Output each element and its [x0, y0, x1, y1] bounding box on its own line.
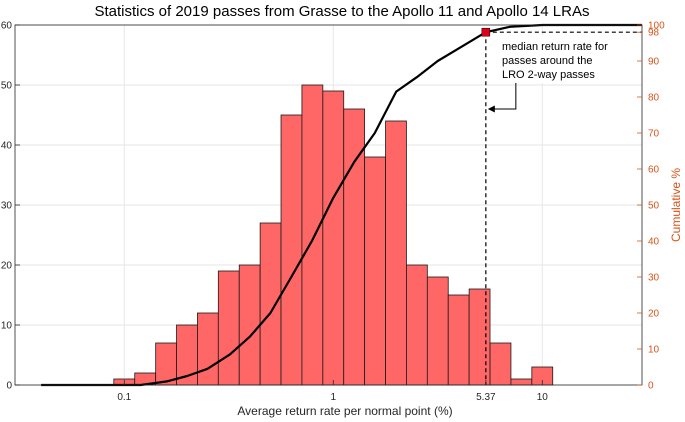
y-right-tick-label: 20	[648, 309, 660, 320]
y-left-axis-ticks: 0 10 20 30 40 50 60	[1, 21, 20, 392]
y-left-tick-label: 50	[1, 81, 13, 92]
x-tick-label: 0.1	[117, 392, 131, 403]
x-tick-label: 1	[331, 392, 337, 403]
histogram-bar	[510, 378, 533, 386]
histogram-bar	[280, 114, 303, 386]
y-right-tick-label: 0	[648, 381, 654, 392]
annotation: median return rate for passes around the…	[487, 35, 628, 113]
histogram-bar	[489, 342, 512, 386]
cumulative-curve-group	[41, 23, 642, 387]
y-left-tick-label: 0	[6, 381, 12, 392]
annotation-arrow-line	[493, 83, 517, 110]
y-left-tick-label: 20	[1, 261, 13, 272]
histogram-bar	[385, 120, 407, 386]
histogram-bar	[364, 156, 386, 386]
y-right-tick-label: 90	[648, 57, 660, 68]
y-right-axis-label: Cumulative %	[669, 168, 683, 242]
annotation-line-3: LRO 2-way passes	[502, 69, 595, 81]
y-right-tick-label: 50	[648, 201, 660, 212]
y-right-tick-label: 100	[648, 21, 665, 32]
cumulative-curve	[41, 23, 642, 387]
y-right-tick-label: 80	[648, 93, 660, 104]
annotation-box	[497, 35, 628, 83]
annotation-line-1: median return rate for	[502, 41, 608, 53]
median-guides	[485, 31, 642, 385]
y-left-tick-label: 10	[1, 321, 13, 332]
histogram-bar	[259, 222, 282, 386]
histogram-bar	[238, 264, 261, 386]
y-right-tick-label: 40	[648, 237, 660, 248]
x-axis-label: Average return rate per normal point (%)	[237, 404, 452, 418]
bars	[113, 84, 554, 386]
histogram-bar	[468, 288, 491, 386]
x-axis-ticks: 0.1 1 5.37 10	[117, 380, 548, 403]
histogram-bar	[217, 270, 240, 386]
histogram-bar	[301, 84, 324, 386]
x-tick-label: 10	[537, 392, 549, 403]
histogram-bar	[426, 276, 449, 386]
y-left-tick-label: 30	[1, 201, 13, 212]
chart-title: Statistics of 2019 passes from Grasse to…	[94, 3, 589, 20]
y-right-tick-label: 70	[648, 129, 660, 140]
histogram-bar	[322, 90, 345, 386]
annotation-line-2: passes around the	[502, 55, 593, 67]
y-right-tick-label: 60	[648, 165, 660, 176]
histogram-bar	[406, 264, 428, 386]
histogram-bar	[447, 294, 470, 386]
y-right-tick-label: 98	[648, 28, 660, 39]
y-right-tick-label: 30	[648, 273, 660, 284]
y-right-tick-label: 10	[648, 345, 660, 356]
median-marker	[481, 27, 491, 37]
y-left-tick-label: 60	[1, 21, 13, 32]
annotation-arrowhead	[487, 105, 495, 113]
y-left-tick-label: 40	[1, 141, 13, 152]
histogram-bar	[197, 312, 219, 386]
x-tick-label: 5.37	[476, 392, 496, 403]
